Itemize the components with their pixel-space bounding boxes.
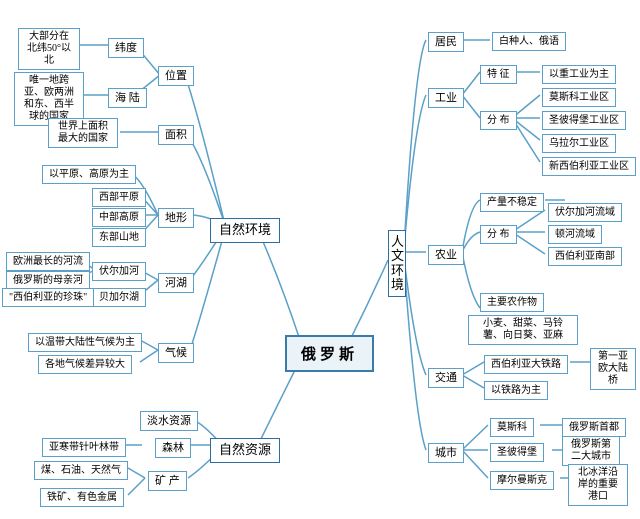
node-latitude: 纬度: [108, 38, 144, 58]
terrain-item-2: 东部山地: [92, 228, 146, 247]
city-0: 莫斯科: [490, 418, 534, 437]
node-rivers: 河湖: [158, 273, 194, 293]
hub-human-env: 人文环境: [388, 230, 406, 297]
node-agri: 农业: [428, 245, 464, 265]
agri-dist-2: 西伯利亚南部: [548, 247, 622, 266]
climate-item-1: 各地气候差异较大: [38, 355, 132, 374]
hub-nature-env: 自然环境: [210, 218, 280, 243]
node-industry: 工业: [428, 88, 464, 108]
agri-unstable: 产量不稳定: [480, 193, 544, 212]
node-landsea: 海 陆: [108, 88, 147, 108]
agri-dist-1: 顿河流域: [548, 225, 602, 244]
node-volga: 伏尔加河: [92, 262, 146, 281]
mineral-item-1: 铁矿、有色金属: [40, 488, 124, 507]
node-city: 城市: [428, 443, 464, 463]
center-node: 俄罗斯: [285, 335, 374, 372]
node-ind-dist: 分 布: [480, 111, 517, 130]
node-freshwater: 淡水资源: [140, 411, 198, 431]
city-2: 摩尔曼斯克: [490, 471, 554, 490]
terrain-item-0: 西部平原: [92, 188, 146, 207]
city-2-note: 北冰洋沿岸的重要港口: [568, 464, 628, 506]
mineral-item-0: 煤、石油、天然气: [34, 461, 128, 480]
city-1-note: 俄罗斯第二大城市: [562, 436, 620, 466]
node-climate: 气候: [158, 343, 194, 363]
transport-rail: 西伯利亚大铁路: [484, 355, 568, 374]
note-residents: 白种人、俄语: [492, 32, 566, 51]
note-forest: 亚寒带针叶林带: [42, 438, 126, 457]
agri-crops-note: 小麦、甜菜、马铃薯、向日葵、亚麻: [468, 315, 578, 345]
note-baikal: "西伯利亚的珍珠": [2, 288, 94, 307]
transport-main: 以铁路为主: [484, 381, 548, 400]
node-residents: 居民: [428, 32, 464, 52]
agri-dist: 分 布: [480, 225, 517, 244]
node-baikal: 贝加尔湖: [92, 288, 146, 307]
city-1: 圣彼得堡: [490, 443, 544, 462]
note-latitude: 大部分在北纬50°以北: [18, 28, 80, 70]
note-area: 世界上面积最大的国家: [48, 118, 118, 148]
note-volga-0: 欧洲最长的河流: [6, 252, 90, 271]
node-ind-feature: 特 征: [480, 65, 517, 84]
node-forest: 森林: [155, 438, 191, 458]
node-transport: 交通: [428, 368, 464, 388]
note-terrain-feature: 以平原、高原为主: [42, 165, 136, 184]
ind-dist-3: 新西伯利亚工业区: [542, 157, 636, 176]
agri-dist-0: 伏尔加河流域: [548, 203, 622, 222]
climate-item-0: 以温带大陆性气候为主: [28, 333, 142, 352]
node-position: 位置: [158, 66, 194, 86]
agri-crops: 主要农作物: [480, 293, 544, 312]
node-mineral: 矿 产: [148, 471, 187, 491]
ind-dist-1: 圣彼得堡工业区: [542, 111, 626, 130]
terrain-item-1: 中部高原: [92, 208, 146, 227]
hub-nature-res: 自然资源: [210, 438, 280, 463]
node-area: 面积: [158, 125, 194, 145]
node-terrain: 地形: [158, 208, 194, 228]
ind-dist-0: 莫斯科工业区: [542, 88, 616, 107]
city-0-note: 俄罗斯首都: [562, 418, 626, 437]
note-ind-feature: 以重工业为主: [542, 65, 616, 84]
transport-rail-note: 第一亚欧大陆桥: [590, 348, 636, 390]
ind-dist-2: 乌拉尔工业区: [542, 134, 616, 153]
